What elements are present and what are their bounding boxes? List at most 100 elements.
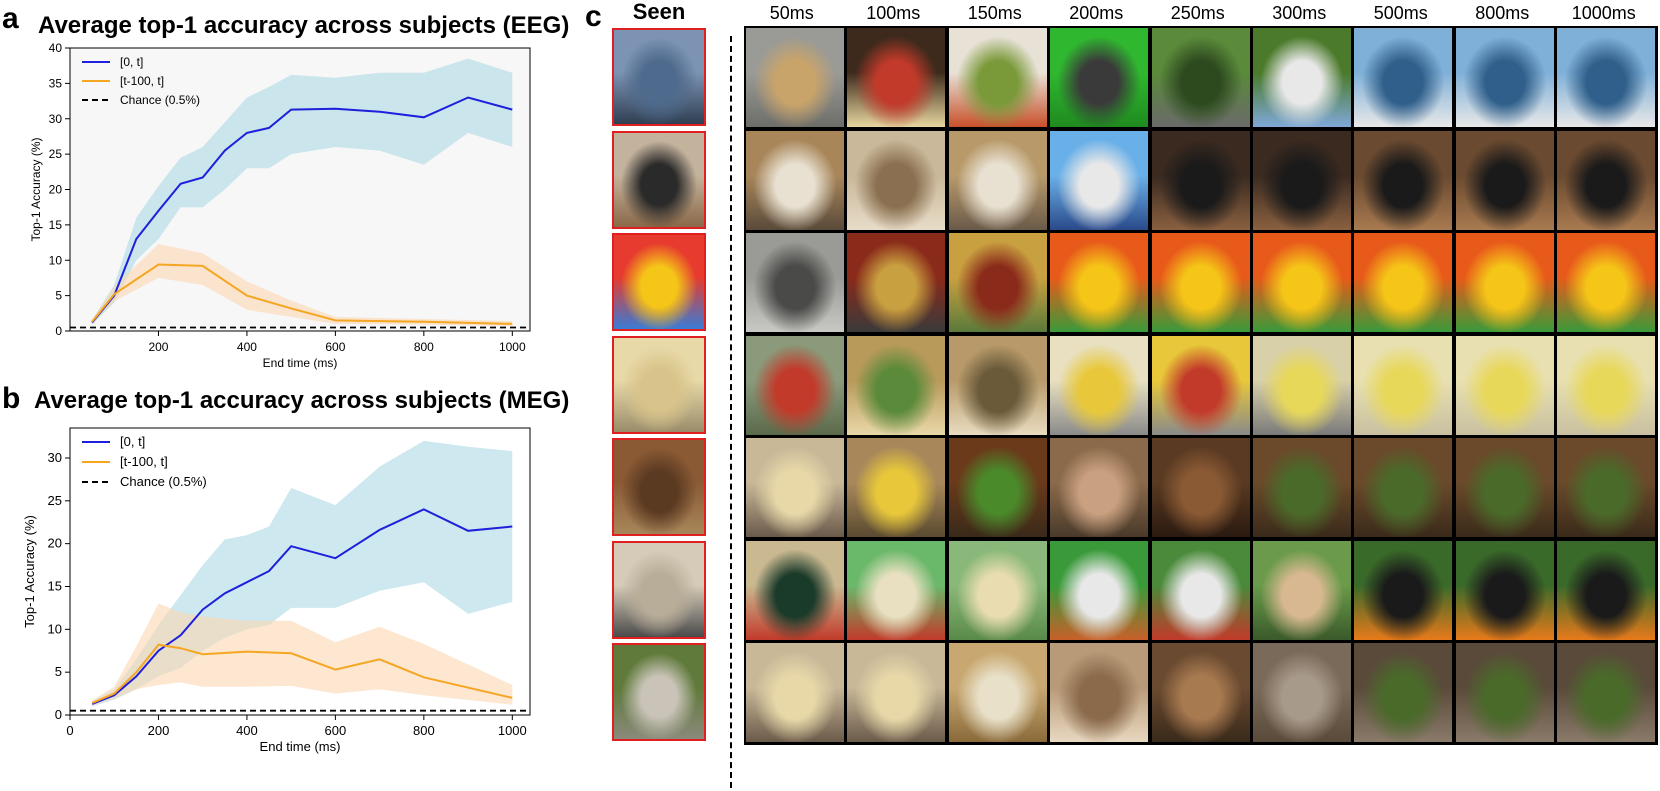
meg-ytick-label-1: 5 — [55, 664, 62, 679]
recon-r4-c2-soup-bowl-image — [846, 334, 947, 436]
recon-r7-c6-boar-image — [1252, 642, 1352, 743]
time-header-100ms: 100ms — [866, 3, 921, 23]
recon-r2-c5-speaker-box-image — [1150, 129, 1251, 231]
recon-r2-c6-speaker-box-image — [1252, 129, 1352, 231]
recon-r4-c3-sauce-bowls-image — [947, 334, 1048, 436]
recon-r1-c9-boat-image — [1556, 27, 1657, 128]
recon-r5-c7-groundhog-image — [1353, 437, 1454, 538]
eeg-ytick-label-6: 30 — [49, 112, 63, 126]
recon-r2-c3-shed-image — [947, 129, 1048, 231]
recon-r4-c1-cufflinks-image — [745, 334, 845, 436]
recon-r7-c5-furry-creature-image — [1150, 642, 1251, 743]
recon-r5-c3-meatballs-image — [947, 437, 1048, 538]
recon-r4-c9-custard-bowl-image — [1556, 334, 1657, 436]
meg-accuracy-chart: 0 200 400 600 800 1000 0 5 10 15 20 25 30 End time (m… — [22, 427, 531, 754]
recon-r3-c8-candies-image — [1454, 232, 1555, 333]
recon-r7-c7-raccoon-dog-image — [1353, 642, 1454, 743]
meg-yaxis-label: Top-1 Accuracy (%) — [22, 515, 37, 628]
recon-r5-c2-stew-image — [846, 437, 947, 538]
seen-beaver-image — [612, 438, 706, 536]
eeg-legend-label-2: Chance (0.5%) — [120, 93, 200, 107]
recon-r7-c8-raccoon-dog-image — [1454, 642, 1555, 743]
eeg-xtick-label-2: 600 — [325, 340, 345, 354]
recon-r6-c2-green-plate-image — [846, 539, 947, 641]
recon-r1-c8-boat-image — [1454, 27, 1555, 128]
eeg-legend-label-0: [0, t] — [120, 55, 143, 69]
meg-xtick-label-3: 600 — [325, 723, 347, 738]
eeg-ytick-label-2: 10 — [49, 253, 63, 267]
seen-opossum-image — [612, 643, 706, 741]
eeg-ytick-label-7: 35 — [49, 76, 63, 90]
meg-xtick-label-1: 200 — [148, 723, 170, 738]
seen-router-image — [612, 130, 706, 229]
eeg-accuracy-chart: 200 400 600 800 1000 0 5 10 15 20 25 30 35 40 End time… — [29, 41, 531, 370]
eeg-xtick-label-0: 200 — [148, 340, 168, 354]
recon-r6-c8-toucan-image — [1454, 539, 1555, 641]
recon-r5-c1-soup-image — [745, 437, 845, 538]
eeg-chart-title: Average top-1 accuracy across subjects (… — [38, 12, 570, 39]
seen-aircraft-carrier-image — [612, 28, 706, 126]
recon-r5-c6-groundhog-image — [1252, 437, 1352, 538]
meg-series-line-0 — [91, 508, 513, 705]
eeg-yaxis-label: Top-1 Accuracy (%) — [29, 137, 43, 241]
recon-r1-c3-salad-plate-image — [947, 27, 1048, 128]
time-header-250ms: 250ms — [1170, 3, 1225, 23]
recon-r4-c4-fry-basket-image — [1049, 334, 1150, 436]
recon-r1-c1-wooden-bench-image — [745, 27, 845, 128]
recon-r2-c2-cup-image — [846, 129, 947, 231]
eeg-ytick-label-8: 40 — [49, 41, 63, 55]
meg-xtick-label-5: 1000 — [498, 723, 527, 738]
recon-r6-c9-toucan-image — [1556, 539, 1657, 641]
recon-r6-c3-tortilla-plate-image — [947, 539, 1048, 641]
recon-r3-c5-candies-image — [1150, 232, 1251, 333]
eeg-xaxis-label: End time (ms) — [263, 356, 338, 370]
meg-ytick-label-6: 30 — [48, 450, 62, 465]
meg-ytick-label-3: 15 — [48, 578, 62, 593]
meg-xaxis-label: End time (ms) — [260, 739, 341, 754]
meg-ytick-label-5: 25 — [48, 493, 62, 508]
recon-r6-c5-goal-post-image — [1150, 539, 1251, 641]
eeg-ytick-label-3: 15 — [49, 218, 63, 232]
meg-ytick-label-0: 0 — [55, 707, 62, 722]
meg-chart-title: Average top-1 accuracy across subjects (… — [34, 387, 570, 414]
recon-r5-c9-groundhog-image — [1556, 437, 1657, 538]
eeg-band-1 — [92, 244, 513, 326]
recon-r1-c4-toy-train-green-image — [1049, 27, 1150, 128]
time-header-300ms: 300ms — [1272, 3, 1327, 23]
eeg-ytick-label-1: 5 — [55, 289, 62, 303]
eeg-band-0 — [92, 58, 513, 325]
meg-ytick-label-4: 20 — [48, 536, 62, 551]
time-header-800ms: 800ms — [1475, 3, 1530, 23]
recon-r2-c4-airplane-image — [1049, 129, 1150, 231]
dashed-divider — [730, 36, 732, 788]
meg-plot-frame — [69, 427, 531, 716]
recon-r3-c1-metal-wheel-image — [745, 232, 845, 333]
recon-r4-c6-custard-pot-image — [1252, 334, 1352, 436]
eeg-ytick-label-4: 20 — [49, 183, 63, 197]
meg-xtick-label-2: 400 — [236, 723, 258, 738]
meg-xtick-label-0: 0 — [66, 723, 73, 738]
recon-r7-c2-soup-image — [846, 642, 947, 743]
meg-series-line-1 — [91, 643, 513, 704]
eeg-legend-label-1: [t-100, t] — [120, 74, 164, 88]
recon-r6-c7-toucan-image — [1353, 539, 1454, 641]
recon-r1-c6-white-fence-image — [1252, 27, 1352, 128]
recon-r5-c4-man-portrait-image — [1049, 437, 1150, 538]
recon-r1-c7-boat-image — [1353, 27, 1454, 128]
recon-r5-c5-furry-face-image — [1150, 437, 1251, 538]
recon-r2-c8-pc-tower-image — [1454, 129, 1555, 231]
recon-r2-c1-trailer-image — [745, 129, 845, 231]
recon-r3-c9-candies-image — [1556, 232, 1657, 333]
recon-r3-c4-candies-image — [1049, 232, 1150, 333]
recon-r7-c3-food-plate-image — [947, 642, 1048, 743]
seen-jelly-beans-image — [612, 233, 706, 331]
time-header-500ms: 500ms — [1373, 3, 1428, 23]
recon-r7-c4-puppy-image — [1049, 642, 1150, 743]
recon-r6-c4-football-field-image — [1049, 539, 1150, 641]
time-header-150ms: 150ms — [967, 3, 1022, 23]
recon-r7-c9-raccoon-dog-image — [1556, 642, 1657, 743]
seen-batter-bowl-image — [612, 335, 706, 434]
recon-r3-c7-candies-image — [1353, 232, 1454, 333]
recon-r1-c2-roulette-board-image — [846, 27, 947, 128]
seen-column-title: Seen — [632, 0, 686, 24]
